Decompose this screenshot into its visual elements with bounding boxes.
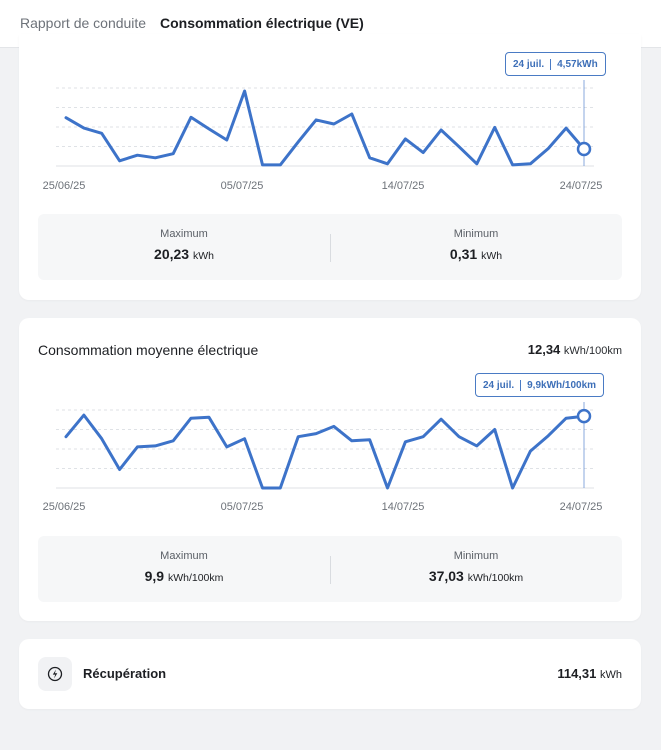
stat-divider [330,556,331,584]
avg-max-value: 9,9 [144,568,165,584]
avg-value-number: 12,34 [527,342,561,357]
energy-tooltip: 24 juil. 4,57kWh [505,52,606,76]
avg-consumption-card: Consommation moyenne électrique 12,34 kW… [19,318,641,621]
recuperation-number: 114,31 [557,666,597,681]
energy-max-unit: kWh [192,250,214,262]
avg-min-stat: Minimum 37,03 kWh/100km [330,536,622,602]
avg-tooltip-value: 9,9kWh/100km [527,379,597,391]
stat-label: Minimum [453,550,499,562]
tooltip-separator [550,58,552,70]
energy-x-tick: 05/07/25 [220,180,264,192]
energy-max-stat: Maximum 20,23 kWh [38,214,330,280]
energy-min-unit: kWh [481,250,503,262]
avg-tooltip-date: 24 juil. [483,379,515,391]
energy-stats-panel: Maximum 20,23 kWh Minimum 0,31 kWh [38,214,622,280]
recuperation-card[interactable]: Récupération 114,31 kWh [19,639,641,709]
stat-value: 0,31 kWh [330,246,622,262]
recuperation-label: Récupération [83,666,167,681]
avg-max-unit: kWh/100km [167,572,224,584]
energy-series-line [64,89,586,167]
avg-max-stat: Maximum 9,9 kWh/100km [38,536,330,602]
tab-driving-report[interactable]: Rapport de conduite [20,15,147,31]
energy-consumption-card: 24 juil. 4,57kWh 25/06/25 05/07/25 14/07… [19,34,641,300]
stat-divider [330,234,331,262]
stat-value: 20,23 kWh [38,246,330,262]
avg-consumption-value: 12,34 kWh/100km [528,342,622,357]
tab-ev-consumption[interactable]: Consommation électrique (VE) [160,15,364,31]
avg-value-unit: kWh/100km [563,345,622,357]
energy-tooltip-value: 4,57kWh [557,58,598,70]
energy-x-tick: 14/07/25 [381,180,425,192]
avg-selected-point [576,408,592,424]
stat-label: Maximum [160,550,208,562]
energy-selected-point [576,141,592,157]
lightning-circle-icon [38,657,72,691]
avg-min-value: 37,03 [428,568,464,584]
avg-x-tick: 14/07/25 [381,501,425,513]
avg-x-tick: 25/06/25 [42,501,86,513]
avg-x-tick: 24/07/25 [559,501,603,513]
avg-line-chart[interactable] [19,318,641,503]
avg-series-line [64,413,586,490]
energy-max-value: 20,23 [154,246,190,262]
energy-x-tick: 25/06/25 [42,180,86,192]
stat-value: 37,03 kWh/100km [330,568,622,584]
energy-tooltip-date: 24 juil. [513,58,545,70]
energy-x-tick: 24/07/25 [559,180,603,192]
energy-min-value: 0,31 [449,246,478,262]
stat-value: 9,9 kWh/100km [38,568,330,584]
energy-min-stat: Minimum 0,31 kWh [330,214,622,280]
avg-x-tick: 05/07/25 [220,501,264,513]
card-title: Consommation moyenne électrique [38,342,259,358]
stat-label: Maximum [160,228,208,240]
energy-line-chart[interactable] [19,34,641,204]
tooltip-separator [520,379,522,391]
avg-stats-panel: Maximum 9,9 kWh/100km Minimum 37,03 kWh/… [38,536,622,602]
recuperation-value: 114,31 kWh [557,666,622,681]
avg-tooltip: 24 juil. 9,9kWh/100km [475,373,605,397]
stat-label: Minimum [453,228,499,240]
recuperation-unit: kWh [600,669,622,681]
avg-min-unit: kWh/100km [467,572,524,584]
